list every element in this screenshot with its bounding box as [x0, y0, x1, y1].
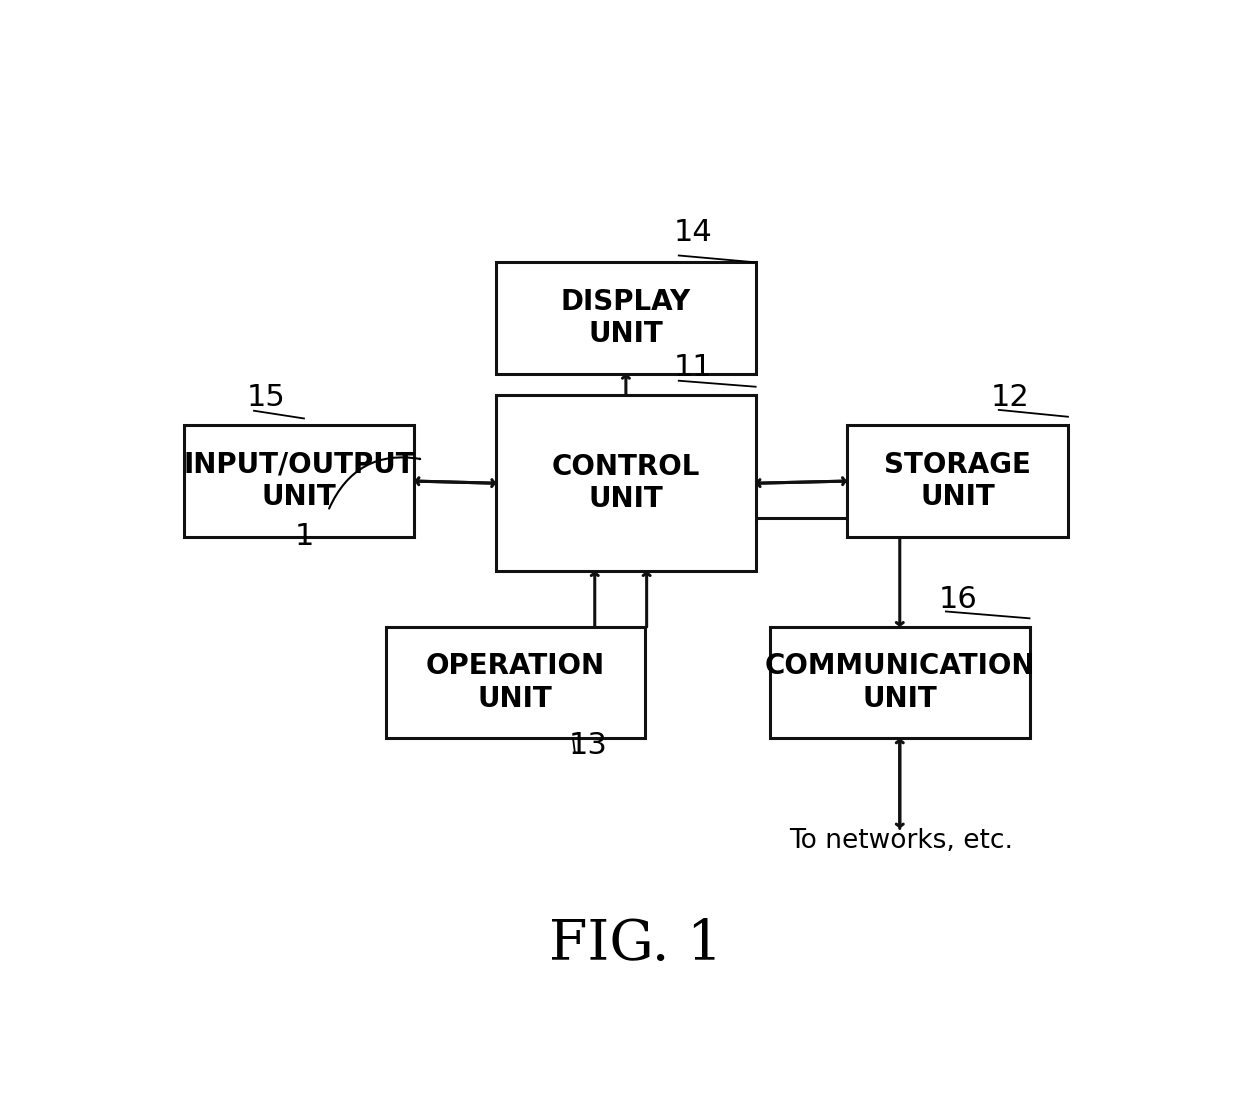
Text: CONTROL
UNIT: CONTROL UNIT [552, 453, 701, 514]
Text: STORAGE
UNIT: STORAGE UNIT [884, 451, 1030, 511]
FancyArrowPatch shape [329, 458, 420, 509]
Text: 16: 16 [939, 585, 977, 614]
Bar [184, 426, 414, 537]
Text: To networks, etc.: To networks, etc. [789, 829, 1013, 854]
Bar [386, 627, 645, 739]
Text: DISPLAY
UNIT: DISPLAY UNIT [560, 287, 691, 349]
Text: INPUT/OUTPUT
UNIT: INPUT/OUTPUT UNIT [184, 451, 415, 511]
Bar [770, 627, 1029, 739]
Bar [496, 395, 755, 571]
Text: COMMUNICATION
UNIT: COMMUNICATION UNIT [765, 653, 1035, 713]
Bar [496, 262, 755, 374]
Text: 15: 15 [247, 383, 285, 412]
Text: 12: 12 [991, 383, 1030, 412]
Text: 14: 14 [675, 218, 713, 247]
Text: OPERATION
UNIT: OPERATION UNIT [425, 653, 605, 713]
Text: 1: 1 [294, 522, 314, 551]
Text: 11: 11 [675, 353, 713, 382]
Text: FIG. 1: FIG. 1 [549, 917, 722, 971]
Bar [847, 426, 1068, 537]
Text: 13: 13 [568, 731, 608, 760]
